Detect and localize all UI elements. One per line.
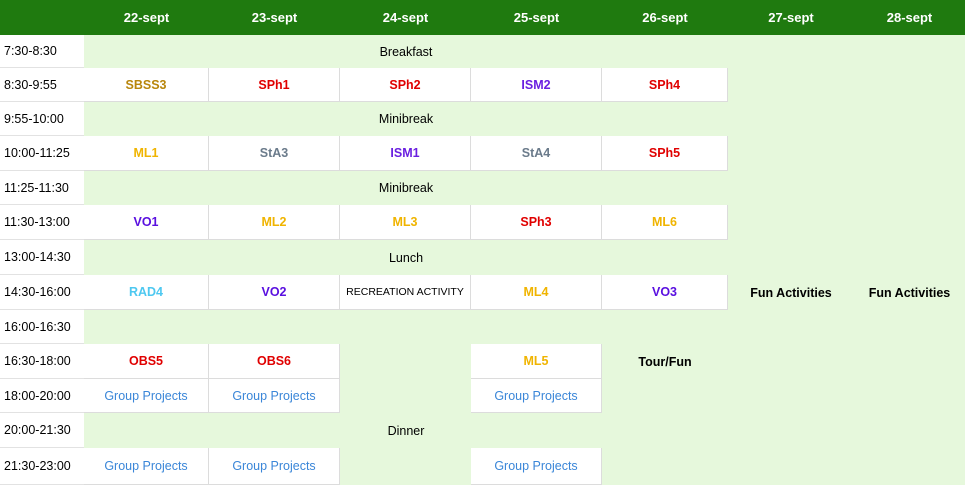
session-cell: SPh4 [602, 68, 728, 102]
session-cell: VO1 [84, 205, 209, 240]
day-header-25-sept: 25-sept [471, 0, 602, 35]
session-cell: OBS5 [84, 344, 209, 379]
session-cell: RAD4 [84, 275, 209, 310]
session-cell: VO3 [602, 275, 728, 310]
session-cell: SPh3 [471, 205, 602, 240]
time-slot: 11:25-11:30 [0, 171, 84, 205]
fun-activities-cell: Fun Activities [868, 285, 951, 300]
banner-minibreak: Minibreak [378, 181, 434, 195]
time-slot: 16:00-16:30 [0, 310, 84, 344]
time-slot: 7:30-8:30 [0, 35, 84, 68]
session-cell: SPh5 [602, 136, 728, 171]
group-projects-cell: Group Projects [471, 448, 602, 485]
fun-activities-cell: Fun Activities [750, 285, 832, 300]
session-cell: ML4 [471, 275, 602, 310]
session-cell: SPh2 [340, 68, 471, 102]
session-cell: ML5 [471, 344, 602, 379]
time-slot: 8:30-9:55 [0, 68, 84, 102]
session-cell: OBS6 [209, 344, 340, 379]
time-slot: 10:00-11:25 [0, 136, 84, 171]
session-cell: StA3 [209, 136, 340, 171]
time-slot: 20:00-21:30 [0, 413, 84, 448]
session-cell: SBSS3 [84, 68, 209, 102]
session-cell: ML1 [84, 136, 209, 171]
time-slot: 16:30-18:00 [0, 344, 84, 379]
session-cell: VO2 [209, 275, 340, 310]
time-slot: 11:30-13:00 [0, 205, 84, 240]
time-slot: 9:55-10:00 [0, 102, 84, 136]
day-header-28-sept: 28-sept [854, 0, 965, 35]
day-header-24-sept: 24-sept [340, 0, 471, 35]
session-cell: ML2 [209, 205, 340, 240]
session-cell: ML3 [340, 205, 471, 240]
day-header-23-sept: 23-sept [209, 0, 340, 35]
group-projects-cell: Group Projects [471, 379, 602, 413]
day-header-27-sept: 27-sept [728, 0, 854, 35]
group-projects-cell: Group Projects [209, 379, 340, 413]
tour-fun-cell: Tour/Fun [638, 354, 692, 369]
time-slot: 18:00-20:00 [0, 379, 84, 413]
group-projects-cell: Group Projects [84, 448, 209, 485]
banner-dinner: Dinner [387, 423, 425, 438]
header-corner [0, 0, 84, 35]
time-slot: 14:30-16:00 [0, 275, 84, 310]
session-cell: StA4 [471, 136, 602, 171]
banner-minibreak: Minibreak [378, 112, 434, 126]
group-projects-cell: Group Projects [209, 448, 340, 485]
time-slot: 13:00-14:30 [0, 240, 84, 275]
day-header-26-sept: 26-sept [602, 0, 728, 35]
day-header-22-sept: 22-sept [84, 0, 209, 35]
banner-breakfast: Breakfast [379, 44, 433, 59]
session-cell: SPh1 [209, 68, 340, 102]
time-slot: 21:30-23:00 [0, 448, 84, 485]
session-cell: ML6 [602, 205, 728, 240]
banner-lunch: Lunch [388, 250, 424, 265]
group-projects-cell: Group Projects [84, 379, 209, 413]
session-cell: ISM2 [471, 68, 602, 102]
session-cell: ISM1 [340, 136, 471, 171]
session-cell-recreation: RECREATION ACTIVITY [340, 275, 471, 310]
